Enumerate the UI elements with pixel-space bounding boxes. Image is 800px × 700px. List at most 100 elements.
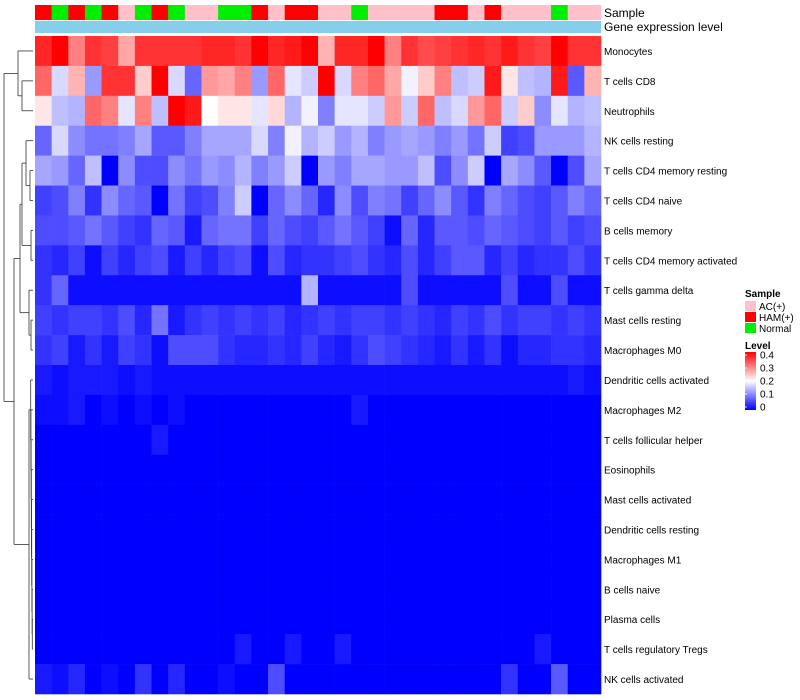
heatmap-cell xyxy=(584,394,602,426)
heatmap-cell xyxy=(501,604,519,635)
heatmap-cell xyxy=(451,305,469,336)
heatmap-cell xyxy=(151,634,169,665)
heatmap-cell xyxy=(484,245,502,276)
heatmap-cell xyxy=(268,275,286,306)
heatmap-cell xyxy=(68,185,86,216)
heatmap-cell xyxy=(451,215,469,246)
heatmap-cell xyxy=(384,215,402,246)
heatmap-cell xyxy=(268,335,286,366)
heatmap-cell xyxy=(401,36,419,67)
heatmap-cell xyxy=(251,664,269,695)
heatmap-cell xyxy=(234,215,252,246)
heatmap-cell xyxy=(134,365,152,396)
heatmap-cell xyxy=(134,185,152,216)
heatmap-cell xyxy=(351,454,369,485)
heatmap-cell xyxy=(218,36,236,67)
heatmap-cell xyxy=(301,454,319,485)
heatmap-cell xyxy=(517,36,535,67)
heatmap-cell xyxy=(35,185,52,216)
heatmap-cell xyxy=(301,424,319,456)
heatmap-cell xyxy=(451,365,469,396)
heatmap-cell xyxy=(168,424,186,456)
heatmap-cell xyxy=(101,185,119,216)
heatmap-cell xyxy=(334,424,352,456)
heatmap-cell xyxy=(101,484,119,515)
heatmap-cell xyxy=(234,335,252,366)
heatmap-cell xyxy=(284,484,302,515)
heatmap-cell xyxy=(534,634,552,665)
row-label: Monocytes xyxy=(604,47,652,58)
heatmap-cell xyxy=(101,95,119,127)
heatmap-cell xyxy=(318,95,335,127)
heatmap-cell xyxy=(534,155,552,186)
heatmap-cell xyxy=(467,484,485,515)
heatmap-cell xyxy=(201,634,219,665)
heatmap-cell xyxy=(517,125,535,156)
heatmap-cell xyxy=(351,245,369,276)
heatmap-cell xyxy=(467,335,485,366)
heatmap-cell xyxy=(301,514,319,545)
heatmap-cell xyxy=(551,335,569,366)
heatmap-cell xyxy=(84,484,102,515)
heatmap-cell xyxy=(218,544,236,575)
heatmap-cell xyxy=(184,215,202,246)
heatmap-cell xyxy=(534,275,552,306)
heatmap-cell xyxy=(434,36,452,67)
heatmap-cell xyxy=(434,335,452,366)
heatmap-cell xyxy=(334,514,352,545)
heatmap-cell xyxy=(417,335,435,366)
heatmap-cell xyxy=(417,484,435,515)
heatmap-cell xyxy=(501,454,519,485)
heatmap-cell xyxy=(268,245,286,276)
heatmap-cell xyxy=(584,634,602,665)
heatmap-cell xyxy=(251,335,269,366)
heatmap-cell xyxy=(534,484,552,515)
sample-annotation-cell xyxy=(68,5,86,20)
heatmap-cell xyxy=(68,574,86,605)
heatmap-cell xyxy=(584,65,602,97)
heatmap-cell xyxy=(301,664,319,695)
sample-annotation-cell xyxy=(417,5,435,20)
heatmap-cell xyxy=(35,155,52,186)
heatmap-cell xyxy=(301,65,319,97)
sample-annotation-cell xyxy=(351,5,369,20)
heatmap-cell xyxy=(367,95,385,127)
heatmap-cell xyxy=(51,634,69,665)
heatmap-cell xyxy=(417,574,435,605)
heatmap-cell xyxy=(584,604,602,635)
sample-annotation-cell xyxy=(184,5,202,20)
heatmap-cell xyxy=(534,424,552,456)
heatmap-cell xyxy=(51,664,69,695)
heatmap-cell xyxy=(451,424,469,456)
heatmap-cell xyxy=(184,394,202,426)
heatmap-cell xyxy=(35,604,52,635)
heatmap-cell xyxy=(567,634,585,665)
heatmap-cell xyxy=(484,484,502,515)
heatmap-cell xyxy=(118,185,136,216)
sample-annotation-cell xyxy=(318,5,335,20)
heatmap-cell xyxy=(301,484,319,515)
heatmap-cell xyxy=(68,454,86,485)
heatmap-cell xyxy=(484,424,502,456)
heatmap-cell xyxy=(434,424,452,456)
heatmap-cell xyxy=(384,454,402,485)
heatmap-cell xyxy=(151,394,169,426)
heatmap-cell xyxy=(484,365,502,396)
heatmap-cell xyxy=(218,95,236,127)
heatmap-cell xyxy=(351,155,369,186)
sample-annotation-cell xyxy=(284,5,302,20)
heatmap-cell xyxy=(218,424,236,456)
heatmap-cell xyxy=(251,454,269,485)
heatmap-cell xyxy=(251,95,269,127)
heatmap-cell xyxy=(517,215,535,246)
heatmap-cell xyxy=(467,424,485,456)
heatmap-cell xyxy=(218,664,236,695)
legend-swatch xyxy=(745,312,756,322)
heatmap-cell xyxy=(334,604,352,635)
heatmap-cell xyxy=(101,544,119,575)
heatmap-cell xyxy=(584,185,602,216)
heatmap-cell xyxy=(484,125,502,156)
heatmap-cell xyxy=(234,604,252,635)
heatmap-cell xyxy=(467,245,485,276)
heatmap-cell xyxy=(517,484,535,515)
